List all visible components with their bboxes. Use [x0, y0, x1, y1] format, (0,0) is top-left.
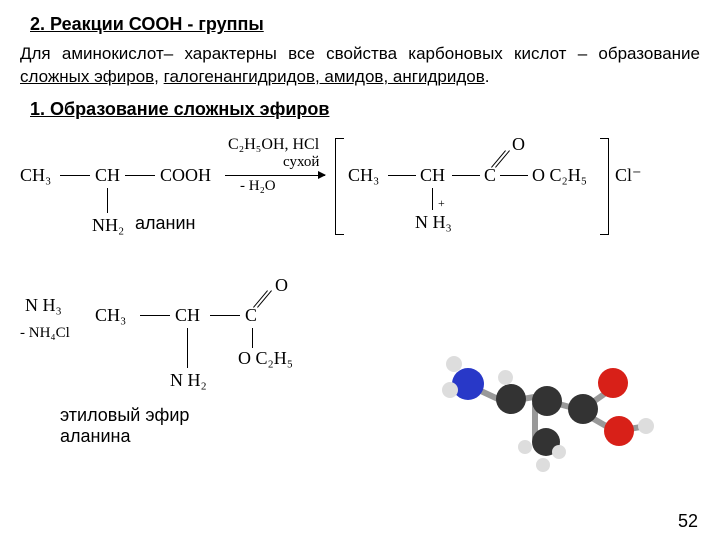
label-alanine: аланин	[135, 213, 195, 234]
chem-ch3-1: CH₃	[20, 165, 51, 186]
chem-o-atom: O	[512, 134, 525, 155]
page-number: 52	[678, 511, 698, 532]
chem-oet: O C₂H₅	[532, 165, 587, 186]
subsection-heading: 1. Образование сложных эфиров	[30, 99, 700, 120]
bond	[452, 175, 480, 176]
chem-c-atom-2: C	[245, 305, 257, 326]
chem-minus-h2o: - H₂O	[240, 178, 276, 195]
description-paragraph: Для аминокислот– характерны все свойства…	[20, 43, 700, 89]
chem-ch-2: CH	[420, 165, 445, 186]
bond	[500, 175, 528, 176]
para-underline-2: галогенангидридов, амидов, ангидридов	[164, 67, 485, 86]
bond	[210, 315, 240, 316]
reaction-scheme: CH₃ CH COOH NH₂ аланин C₂H₅OH, HCl сухой…	[20, 130, 700, 510]
chem-nh4cl: - NH₄Cl	[20, 325, 70, 342]
atom-hydrogen	[552, 445, 566, 459]
chem-c-atom: C	[484, 165, 496, 186]
bond	[187, 328, 188, 368]
atom-hydrogen	[442, 382, 458, 398]
molecule-3d	[440, 320, 670, 480]
chem-o-atom-2: O	[275, 275, 288, 296]
chem-ch-3: CH	[175, 305, 200, 326]
chem-condition: сухой	[283, 154, 319, 171]
label-product: этиловый эфир аланина	[60, 405, 220, 447]
chem-nh2-2: N H₂	[170, 370, 207, 391]
atom-carbon	[532, 386, 562, 416]
atom-hydrogen	[638, 418, 654, 434]
para-underline-1: сложных эфиров,	[20, 67, 159, 86]
atom-hydrogen	[498, 370, 513, 385]
chem-cooh: COOH	[160, 165, 211, 186]
atom-hydrogen	[536, 458, 550, 472]
atom-carbon	[496, 384, 526, 414]
section-heading: 2. Реакции СООН - группы	[30, 14, 700, 35]
bracket-left	[335, 138, 344, 235]
atom-oxygen	[604, 416, 634, 446]
bracket-right	[600, 138, 609, 235]
chem-ch-1: CH	[95, 165, 120, 186]
para-text-1: Для аминокислот– характерны все свойства…	[20, 44, 700, 63]
atom-hydrogen	[446, 356, 462, 372]
bond	[252, 328, 253, 348]
bond	[107, 188, 108, 213]
atom-carbon	[568, 394, 598, 424]
para-text-2: .	[485, 67, 490, 86]
chem-nh2-1: NH₂	[92, 215, 124, 236]
bond	[125, 175, 155, 176]
chem-reagent: C₂H₅OH, HCl	[228, 136, 319, 154]
atom-nitrogen	[452, 368, 484, 400]
chem-cl-minus: Cl⁻	[615, 165, 642, 186]
bond	[140, 315, 170, 316]
chem-oet-2: O C₂H₅	[238, 348, 293, 369]
bond	[432, 188, 433, 210]
chem-ch3-3: CH₃	[95, 305, 126, 326]
reaction-arrow	[225, 175, 325, 176]
chem-plus: +	[438, 196, 445, 211]
bond	[60, 175, 90, 176]
chem-ch3-2: CH₃	[348, 165, 379, 186]
atom-hydrogen	[518, 440, 532, 454]
chem-nh3-plus: N H₃	[415, 212, 452, 233]
chem-nh3-bottom: N H₃	[25, 295, 62, 316]
atom-oxygen	[598, 368, 628, 398]
bond	[388, 175, 416, 176]
